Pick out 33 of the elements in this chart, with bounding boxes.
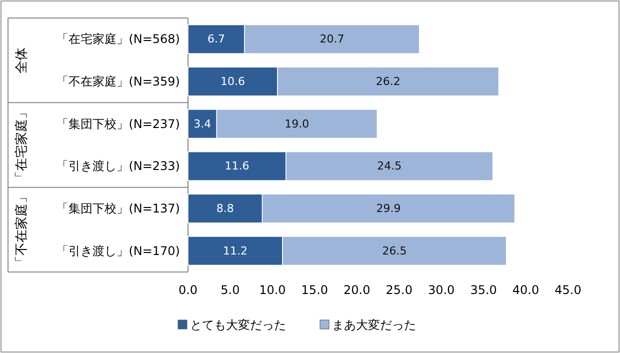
legend-label: とても大変だった (190, 318, 286, 332)
x-tick-label: 10.0 (259, 283, 286, 297)
text: 26.2 (376, 75, 400, 88)
y-tick-label: 「引き渡し」(N=233) (56, 159, 180, 174)
y-tick-label: 「引き渡し」(N=170) (56, 244, 180, 258)
x-tick-label: 30.0 (428, 283, 455, 297)
x-tick-label: 20.0 (344, 283, 370, 297)
text: 10.6 (220, 75, 246, 88)
y-tick-label: 「集団下校」(N=237) (56, 116, 180, 131)
x-tick-label: 45.0 (554, 283, 582, 297)
x-tick-label: 5.0 (220, 283, 240, 297)
x-tick-label: 15.0 (301, 283, 328, 297)
x-tick-label: 35.0 (470, 283, 497, 297)
text: 3.4 (194, 117, 212, 130)
y-tick-label: 「在宅家庭」(N=568) (56, 32, 180, 46)
x-tick-label: 40.0 (512, 283, 540, 297)
text: 6.7 (208, 32, 226, 46)
text: 「在宅家庭」 (14, 106, 30, 184)
text: 「不在家庭」 (14, 190, 30, 269)
text: 26.5 (382, 244, 407, 258)
text: 11.2 (223, 244, 248, 258)
legend-label: まあ大変だった (332, 318, 416, 332)
text: 24.5 (377, 160, 402, 173)
text: 20.7 (320, 32, 344, 46)
text: 11.6 (224, 160, 250, 173)
text: 29.9 (376, 202, 401, 215)
text: 19.0 (284, 117, 310, 130)
text: 8.8 (216, 202, 234, 215)
y-tick-label: 「集団下校」(N=137) (56, 202, 180, 216)
x-tick-label: 25.0 (386, 283, 412, 297)
y-tick-label: 「不在家庭」(N=359) (56, 74, 180, 88)
x-tick-label: 0.0 (178, 283, 198, 297)
text: 全体 (14, 47, 30, 74)
